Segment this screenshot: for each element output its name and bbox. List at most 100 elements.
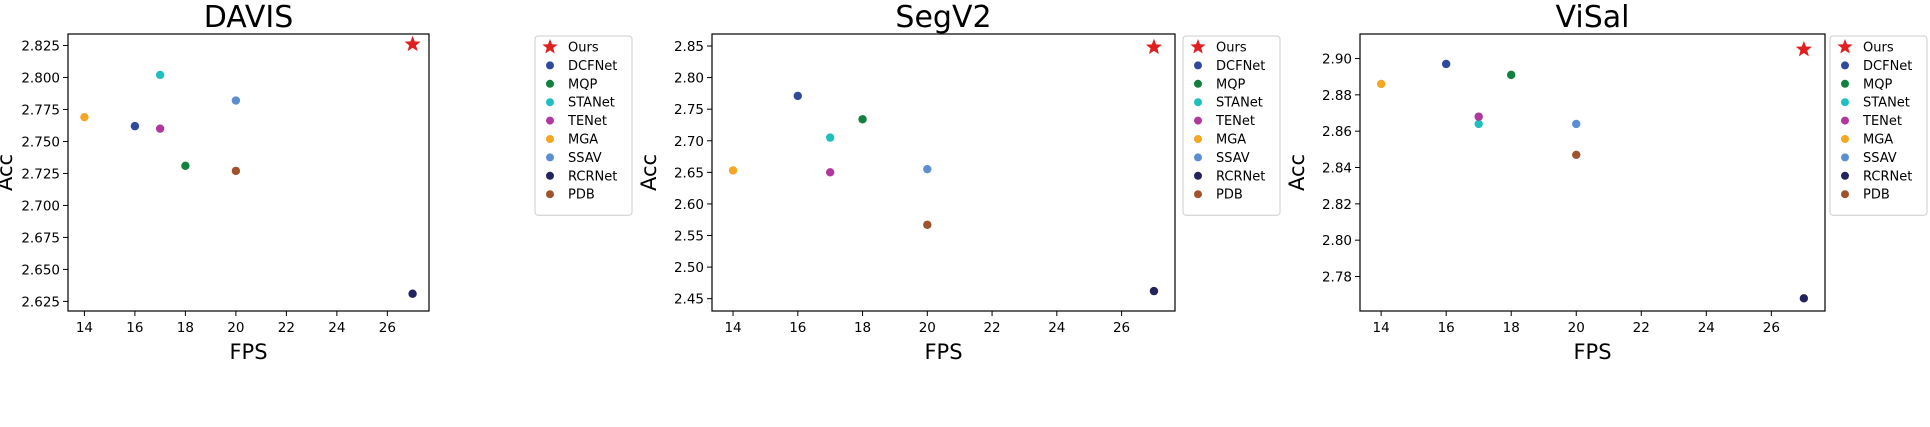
y-tick-label: 2.60	[674, 197, 704, 213]
chart-panel-1: DAVIS 14 16 18 20 22 24 26 2.625 2.650 2.675 2.700 2…	[0, 0, 633, 364]
legend-marker	[1841, 79, 1849, 88]
legend-label: STANet	[568, 96, 615, 111]
x-tick-label: 14	[1373, 320, 1390, 336]
y-tick-label: 2.825	[21, 39, 60, 55]
legend-label: RCRNet	[1863, 169, 1912, 184]
y-tick-label: 2.84	[1322, 161, 1352, 177]
legend-label: MGA	[1216, 133, 1246, 148]
data-point-rcrnet	[1149, 286, 1159, 296]
y-tick-label: 2.70	[674, 134, 704, 150]
chart-title: ViSal	[1556, 0, 1630, 35]
legend-marker	[1194, 79, 1202, 88]
legend-marker	[546, 61, 554, 70]
legend-marker	[1841, 135, 1849, 143]
data-point-dcfnet	[793, 91, 803, 101]
legend-marker	[542, 39, 558, 54]
y-tick-label: 2.650	[21, 262, 60, 278]
y-axis-label: Acc	[0, 154, 17, 191]
y-tick-label: 2.80	[674, 71, 704, 87]
legend-label: RCRNet	[1216, 169, 1265, 184]
legend-label: PDB	[568, 188, 595, 203]
legend-label: SSAV	[1863, 151, 1897, 166]
y-tick-label: 2.82	[1322, 197, 1352, 213]
legend-marker	[1841, 61, 1849, 70]
legend-marker	[1190, 39, 1206, 54]
data-point-tenet	[155, 124, 165, 133]
legend-label: STANet	[1863, 96, 1910, 111]
legend-label: MGA	[568, 133, 598, 148]
data-point-stanet	[825, 133, 835, 142]
y-tick-label: 2.700	[21, 198, 60, 214]
plot-frame	[67, 33, 430, 312]
y-tick-label: 2.88	[1322, 88, 1352, 104]
legend-marker	[1194, 171, 1202, 180]
legend-marker	[1841, 171, 1849, 180]
x-tick-label: 22	[983, 320, 1000, 336]
legend-label: MQP	[1216, 77, 1245, 92]
legend-marker	[546, 190, 554, 199]
chart-title: SegV2	[895, 0, 991, 35]
data-point-ssav	[1572, 119, 1581, 129]
data-point-ssav	[231, 96, 241, 105]
plot-frame	[1359, 33, 1826, 312]
x-tick-label: 14	[724, 320, 741, 336]
legend-marker	[546, 98, 554, 107]
x-tick-label: 16	[789, 320, 806, 336]
x-tick-label: 20	[919, 320, 936, 336]
x-tick-label: 16	[126, 320, 143, 336]
y-tick-label: 2.800	[21, 71, 60, 87]
legend-marker	[546, 135, 554, 143]
data-point-mga	[1376, 79, 1386, 89]
legend-marker	[546, 171, 554, 180]
chart-title: DAVIS	[204, 0, 294, 35]
y-tick-label: 2.45	[674, 292, 704, 308]
x-tick-label: 20	[1568, 320, 1585, 336]
y-tick-label: 2.55	[674, 229, 704, 245]
legend-marker	[1841, 116, 1849, 125]
legend-marker	[1841, 153, 1849, 162]
legend-box	[1182, 35, 1281, 216]
data-point-rcrnet	[1799, 294, 1809, 303]
x-tick-label: 16	[1438, 320, 1455, 336]
legend-label: DCFNet	[1863, 59, 1912, 74]
x-tick-label: 22	[278, 320, 295, 336]
data-point-rcrnet	[408, 289, 417, 298]
x-axis-label: FPS	[1573, 340, 1611, 364]
x-tick-label: 22	[1633, 320, 1650, 336]
x-tick-label: 18	[177, 320, 194, 336]
y-tick-label: 2.86	[1322, 124, 1352, 140]
legend-label: TENet	[1215, 114, 1255, 129]
legend-marker	[1194, 61, 1202, 70]
data-point-tenet	[825, 168, 835, 177]
y-tick-label: 2.725	[21, 166, 60, 182]
legend-label: RCRNet	[568, 169, 617, 184]
plot-frame	[711, 33, 1176, 312]
legend-marker	[1194, 116, 1202, 125]
y-axis-label: Acc	[637, 154, 661, 191]
data-point-mga	[728, 166, 738, 175]
y-tick-label: 2.65	[674, 165, 704, 181]
legend-label: TENet	[1862, 114, 1902, 129]
x-tick-label: 24	[1048, 320, 1065, 336]
x-axis-label: FPS	[229, 340, 267, 364]
data-point-mqp	[1507, 70, 1516, 80]
data-point-pdb	[231, 166, 241, 176]
legend-marker	[1841, 98, 1849, 107]
legend-label: PDB	[1863, 188, 1890, 203]
x-tick-label: 26	[379, 320, 396, 336]
legend-label: SSAV	[1216, 151, 1250, 166]
y-tick-label: 2.90	[1322, 52, 1352, 68]
legend-marker	[1194, 98, 1202, 107]
data-point-pdb	[923, 220, 932, 229]
legend-label: MQP	[1863, 77, 1892, 92]
legend-marker	[546, 79, 554, 88]
legend-marker	[546, 153, 554, 162]
legend-marker	[1194, 153, 1202, 162]
legend-box	[1829, 35, 1928, 216]
data-point-ours	[1795, 40, 1812, 57]
legend-marker	[1194, 190, 1202, 199]
legend-label: MQP	[568, 77, 597, 92]
legend-label: Ours	[1863, 41, 1894, 56]
y-tick-label: 2.675	[21, 230, 60, 246]
x-tick-label: 24	[328, 320, 345, 336]
